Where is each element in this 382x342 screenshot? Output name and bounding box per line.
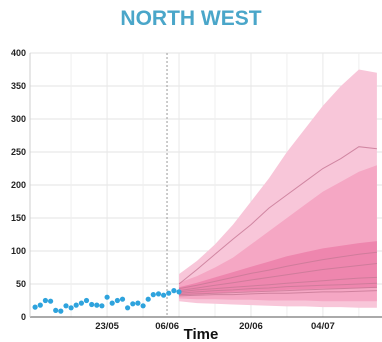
observed-point <box>89 301 95 308</box>
observed-point <box>176 289 182 295</box>
projection-lines <box>178 146 377 297</box>
observed-point <box>58 308 64 314</box>
projection-line <box>178 251 377 290</box>
y-tick-label: 150 <box>11 213 26 223</box>
y-tick-label: 250 <box>11 147 26 157</box>
projection-line <box>178 263 377 292</box>
x-tick-label: 04/07 <box>311 321 335 332</box>
observed-point <box>130 301 136 307</box>
projection-line <box>178 286 377 296</box>
x-tick-label: 20/06 <box>239 321 263 332</box>
projection-line <box>178 282 377 294</box>
observed-point <box>150 292 156 298</box>
observed-point <box>119 296 126 302</box>
y-tick-label: 50 <box>16 279 26 289</box>
observed-point <box>104 294 110 300</box>
y-tick-label: 0 <box>21 312 26 322</box>
y-tick-label: 350 <box>11 81 26 91</box>
observed-point <box>99 303 105 309</box>
observed-point <box>125 305 131 311</box>
observed-point <box>32 304 38 310</box>
projection-bands <box>179 69 377 308</box>
observed-point <box>53 307 59 313</box>
y-tick-label: 300 <box>11 114 26 124</box>
observed-point <box>161 292 167 298</box>
observed-point <box>78 300 84 306</box>
observed-point <box>145 296 151 302</box>
y-tick-label: 400 <box>11 48 26 58</box>
observed-point <box>109 300 115 306</box>
observed-point <box>37 302 43 308</box>
chart-title: NORTH WEST <box>120 7 262 30</box>
axes: 0 50 100 150 200 250 300 350 400 23/05 06/06 20/06 0… <box>11 48 382 332</box>
y-tick-label: 100 <box>11 246 26 256</box>
observed-point <box>42 297 49 304</box>
x-tick-label: 06/06 <box>155 321 179 332</box>
observed-point <box>114 297 120 304</box>
observed-point <box>68 305 74 311</box>
y-tick-label: 200 <box>11 180 26 190</box>
projection-line <box>178 146 377 285</box>
observed-point <box>140 303 146 309</box>
observed-point <box>73 302 79 308</box>
observed-point <box>83 297 90 304</box>
observed-point <box>135 300 141 306</box>
projection-line <box>178 276 377 293</box>
x-axis-label: Time <box>184 326 219 342</box>
observed-points <box>32 288 182 314</box>
projection-line <box>178 290 377 297</box>
observed-point <box>166 290 172 296</box>
observed-point <box>48 298 54 304</box>
observed-point <box>63 303 69 309</box>
observed-point <box>155 291 162 297</box>
observed-point <box>94 302 100 308</box>
x-tick-label: 23/05 <box>95 321 119 332</box>
observed-point <box>171 288 177 294</box>
